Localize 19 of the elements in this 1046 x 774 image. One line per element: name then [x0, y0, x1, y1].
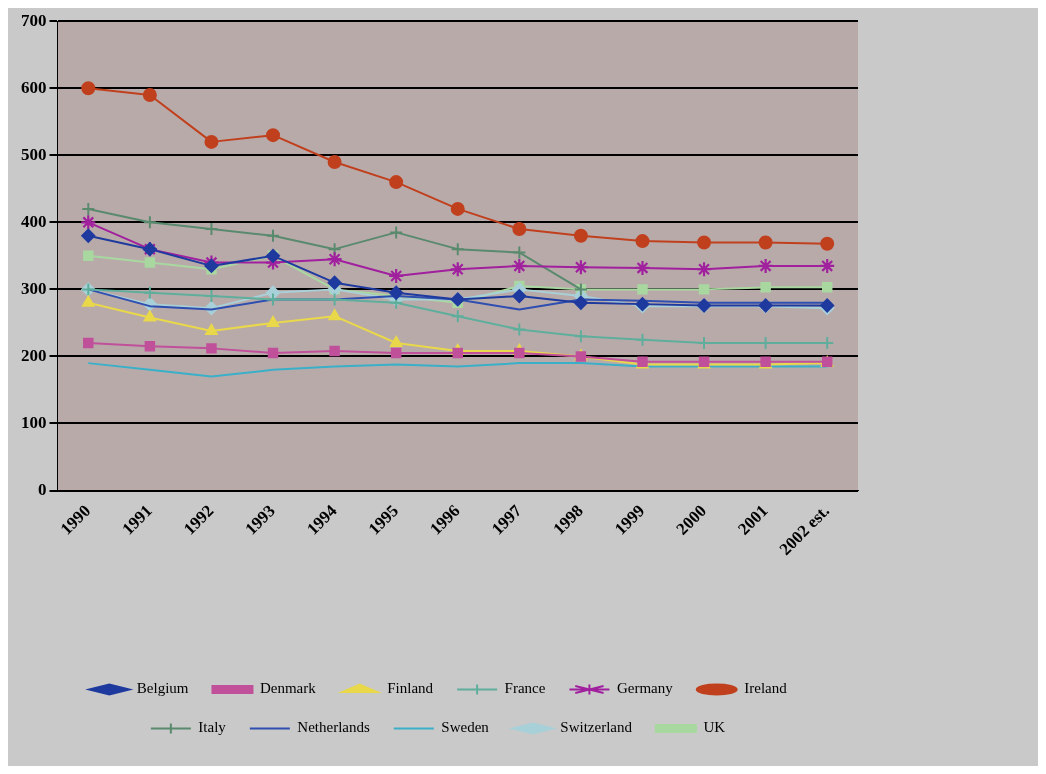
- y-tick-label: 0: [38, 479, 47, 499]
- y-tick-label: 200: [21, 345, 47, 365]
- y-tick-label: 100: [21, 412, 47, 432]
- legend-label: Netherlands: [297, 719, 370, 736]
- y-tick-label: 400: [21, 211, 47, 231]
- y-tick-label: 500: [21, 144, 47, 164]
- y-tick-label: 700: [21, 10, 47, 30]
- legend-label: Italy: [198, 719, 227, 736]
- y-tick-label: 300: [21, 278, 47, 298]
- legend-label: Belgium: [136, 680, 189, 697]
- y-tick-label: 600: [21, 77, 47, 97]
- legend-label: Denmark: [259, 680, 317, 697]
- legend-label: Ireland: [744, 680, 788, 697]
- legend-label: France: [504, 680, 546, 697]
- legend-label: UK: [703, 719, 726, 736]
- legend-label: Finland: [387, 680, 434, 697]
- legend-label: Sweden: [441, 719, 490, 736]
- legend-label: Switzerland: [560, 719, 633, 736]
- legend-label: Germany: [616, 680, 674, 697]
